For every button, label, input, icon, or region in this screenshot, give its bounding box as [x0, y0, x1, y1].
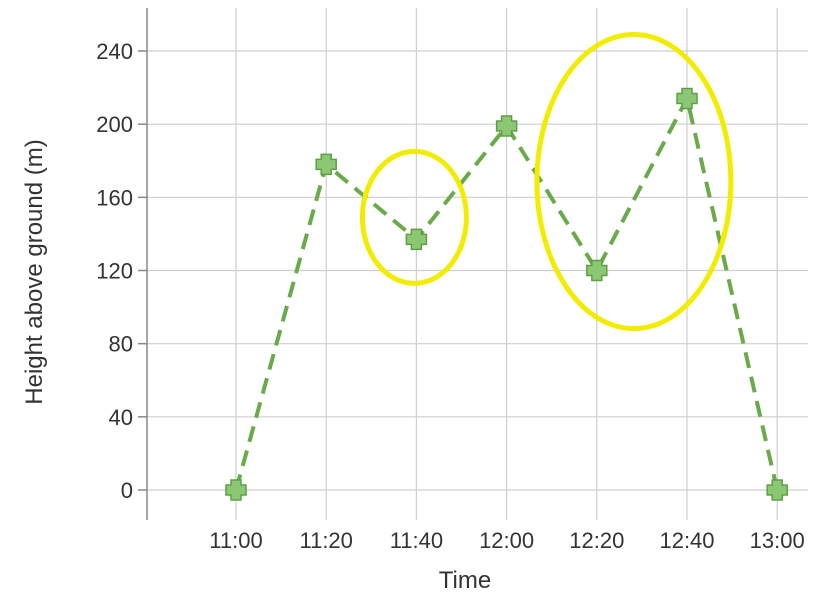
y-tick-label: 40 [109, 405, 133, 430]
plus-marker-icon [586, 259, 608, 282]
plus-marker-icon [766, 479, 788, 501]
data-point-marker [676, 87, 698, 110]
plus-marker-icon [225, 479, 247, 501]
x-tick-label: 11:40 [390, 528, 443, 553]
x-tick-label: 12:20 [569, 528, 624, 553]
data-point-marker [586, 259, 608, 282]
x-tick-labels: 11:00 11:20 11:40 12:00 12:20 12:40 13:00 [209, 528, 804, 553]
y-tick-label: 160 [96, 185, 133, 210]
x-tick-label: 12:40 [659, 528, 714, 553]
highlight-ellipse [359, 148, 469, 286]
y-axis-title: Height above ground (m) [21, 139, 48, 404]
data-point-marker [315, 153, 337, 176]
y-tick-label: 80 [109, 332, 133, 357]
data-point-marker [766, 479, 788, 501]
plus-marker-icon [315, 153, 337, 176]
x-tick-label: 11:00 [209, 528, 262, 553]
y-tick-label: 240 [96, 39, 133, 64]
x-tick-label: 12:00 [479, 528, 534, 553]
x-tick-label: 11:20 [299, 528, 352, 553]
data-point-marker [225, 479, 247, 501]
data-point-marker [495, 115, 518, 137]
y-tick-label: 200 [96, 112, 133, 137]
plus-marker-icon [676, 87, 698, 110]
x-tick-label: 13:00 [750, 528, 805, 553]
y-tick-label: 120 [96, 259, 133, 284]
x-axis-title: Time [439, 567, 491, 594]
data-markers [225, 87, 788, 501]
highlight-ellipse [534, 32, 734, 332]
y-tick-labels: 0 40 80 120 160 200 240 [96, 39, 133, 503]
plus-marker-icon [495, 115, 518, 137]
highlight-ellipses [359, 32, 734, 332]
plus-marker-icon [405, 228, 428, 251]
y-tick-label: 0 [121, 478, 133, 503]
data-point-marker [405, 228, 428, 251]
